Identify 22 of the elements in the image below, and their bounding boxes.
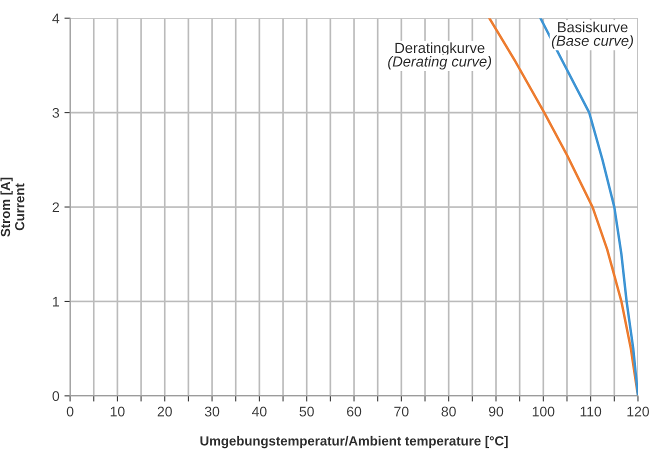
y-tick-label: 2	[52, 202, 59, 212]
x-tick-label: 110	[580, 406, 602, 416]
x-tick-label: 90	[488, 406, 504, 416]
series-label: Deratingkurve (Derating curve)	[388, 42, 492, 70]
y-tick-label: 0	[52, 391, 60, 402]
x-tick-label: 60	[347, 406, 362, 416]
y-axis-title: Strom [A] Current	[0, 178, 24, 237]
x-tick-label: 30	[204, 406, 220, 416]
y-tick-label: 1	[53, 296, 59, 306]
x-tick-label: 100	[532, 406, 554, 416]
x-tick-label: 120	[627, 406, 649, 416]
x-tick-label: 80	[442, 406, 456, 416]
x-tick-label: 10	[110, 406, 125, 416]
y-tick-label: 4	[52, 14, 60, 24]
x-axis-title: Umgebungstemperatur/Ambient temperature [°C]	[200, 436, 508, 448]
x-tick-label: 50	[300, 406, 314, 416]
x-tick-label: 40	[252, 406, 267, 416]
x-tick-label: 20	[158, 406, 172, 416]
y-tick-label: 3	[52, 108, 60, 118]
series-label: Basiskurve (Base curve)	[552, 22, 634, 49]
x-tick-label: 70	[394, 406, 409, 416]
x-tick-label: 0	[66, 406, 74, 416]
